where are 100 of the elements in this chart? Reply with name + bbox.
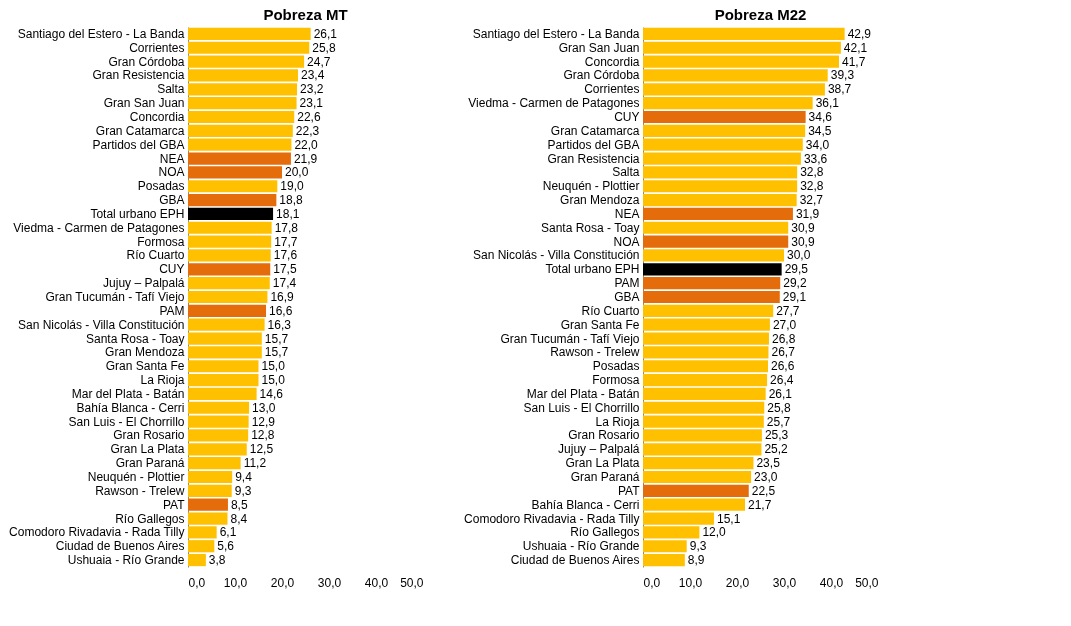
data-label: 25,7 [766, 414, 791, 429]
data-label: 6,1 [219, 525, 237, 540]
data-label: 26,1 [313, 26, 338, 41]
data-label: 17,7 [274, 234, 298, 249]
data-label: 29,2 [783, 276, 807, 291]
y-tick-label: Gran La Plata [565, 456, 640, 471]
data-label: 29,5 [784, 262, 809, 277]
y-tick-label: CUY [159, 262, 185, 277]
y-tick-label: Corrientes [129, 40, 185, 55]
data-label: 13,0 [252, 400, 276, 415]
y-tick-label: Total urbano EPH [545, 262, 640, 277]
data-label: 21,7 [747, 497, 772, 512]
y-tick-label: Neuquén - Plottier [87, 470, 185, 484]
y-tick-label: PAM [159, 303, 185, 318]
data-label: 41,7 [841, 54, 866, 69]
y-tick-label: Partidos del GBA [92, 137, 185, 152]
x-tick-label: 20,0 [270, 575, 295, 590]
y-tick-label: PAM [614, 276, 640, 291]
data-label: 26,6 [771, 359, 795, 374]
data-label: 8,5 [230, 497, 248, 512]
x-tick-label: 50,0 [855, 575, 879, 590]
y-tick-label: Bahía Blanca - Cerri [531, 497, 640, 512]
y-tick-label: Formosa [592, 373, 640, 388]
y-tick-label: Santa Rosa - Toay [85, 331, 185, 346]
data-label: 32,8 [800, 179, 824, 194]
y-tick-label: Río Gallegos [115, 511, 185, 526]
data-label: 16,3 [267, 317, 292, 332]
data-label: 26,7 [771, 345, 796, 360]
data-label: 22,5 [751, 483, 776, 498]
y-tick-label: Santa Rosa - Toay [540, 220, 640, 235]
data-label: 15,0 [261, 373, 286, 388]
chart-title: Pobreza MT [263, 6, 348, 23]
data-label: 15,7 [264, 331, 289, 346]
y-tick-label: Gran Santa Fe [560, 317, 640, 332]
data-label: 12,5 [249, 442, 274, 457]
y-tick-label: CUY [614, 110, 640, 124]
data-label: 9,3 [234, 483, 252, 498]
data-label: 23,1 [299, 96, 324, 111]
y-tick-label: Concordia [129, 110, 185, 124]
y-tick-label: Gran San Juan [103, 96, 185, 111]
y-tick-label: Gran Córdoba [108, 54, 185, 69]
data-label: 30,9 [791, 220, 815, 235]
data-label: 36,1 [815, 96, 840, 111]
data-label: 12,9 [251, 414, 276, 429]
data-label: 29,1 [782, 290, 807, 304]
data-label: 18,8 [279, 193, 304, 208]
data-label: 26,1 [768, 386, 793, 401]
data-label: 22,6 [297, 110, 321, 124]
y-tick-label: NEA [614, 206, 640, 221]
data-label: 9,4 [235, 470, 253, 484]
data-label: 9,3 [689, 539, 707, 554]
data-label: 33,6 [803, 151, 828, 166]
y-tick-label: Gran Paraná [570, 470, 640, 484]
x-tick-label: 40,0 [819, 575, 844, 590]
y-tick-label: Gran Paraná [115, 456, 185, 471]
y-tick-label: Gran Mendoza [560, 193, 640, 208]
y-tick-label: PAT [162, 497, 186, 512]
data-label: 42,1 [843, 40, 868, 55]
data-label: 26,4 [770, 373, 794, 388]
y-tick-label: Gran Mendoza [105, 345, 185, 360]
data-label: 23,5 [756, 456, 781, 471]
data-label: 31,9 [795, 206, 820, 221]
y-tick-label: Salta [612, 165, 640, 180]
y-tick-label: Río Gallegos [570, 525, 640, 540]
y-tick-label: San Luis - El Chorrillo [68, 414, 185, 429]
data-label: 8,9 [687, 553, 705, 568]
y-tick-label: GBA [614, 290, 640, 304]
data-label: 32,7 [799, 193, 824, 208]
x-tick-label: 50,0 [400, 575, 424, 590]
data-label: 11,2 [243, 456, 267, 471]
data-label: 38,7 [827, 82, 852, 97]
y-tick-label: Mar del Plata - Batán [526, 386, 640, 401]
y-tick-label: Gran Córdoba [563, 68, 640, 83]
data-label: 23,4 [300, 68, 325, 83]
x-tick-label: 0,0 [188, 575, 206, 590]
data-label: 12,8 [251, 428, 275, 443]
y-tick-label: Bahía Blanca - Cerri [76, 400, 185, 415]
y-tick-label: NEA [159, 151, 185, 166]
data-label: 17,4 [272, 276, 297, 291]
y-tick-label: Ushuaia - Río Grande [522, 539, 640, 554]
y-tick-label: NOA [158, 165, 185, 180]
y-tick-label: Comodoro Rivadavia - Rada Tilly [464, 511, 640, 526]
data-label: 19,0 [280, 179, 304, 194]
y-tick-label: Río Cuarto [581, 303, 640, 318]
y-tick-label: Santiago del Estero - La Banda [17, 26, 185, 41]
x-tick-label: 30,0 [317, 575, 342, 590]
data-label: 34,6 [808, 110, 833, 124]
y-tick-label: Gran Tucumán - Tafí Viejo [500, 331, 640, 346]
y-tick-label: Posadas [592, 359, 640, 374]
y-tick-label: Comodoro Rivadavia - Rada Tilly [9, 525, 185, 540]
y-tick-label: Salta [157, 82, 185, 97]
data-label: 25,3 [764, 428, 789, 443]
y-tick-label: Ciudad de Buenos Aires [510, 553, 640, 568]
data-label: 16,6 [269, 303, 293, 318]
y-tick-label: Río Cuarto [126, 248, 185, 263]
y-tick-label: La Rioja [595, 414, 640, 429]
y-tick-label: Jujuy – Palpalá [558, 442, 640, 457]
y-tick-label: Ciudad de Buenos Aires [55, 539, 185, 554]
data-label: 18,1 [276, 206, 300, 221]
data-label: 5,6 [217, 539, 235, 554]
